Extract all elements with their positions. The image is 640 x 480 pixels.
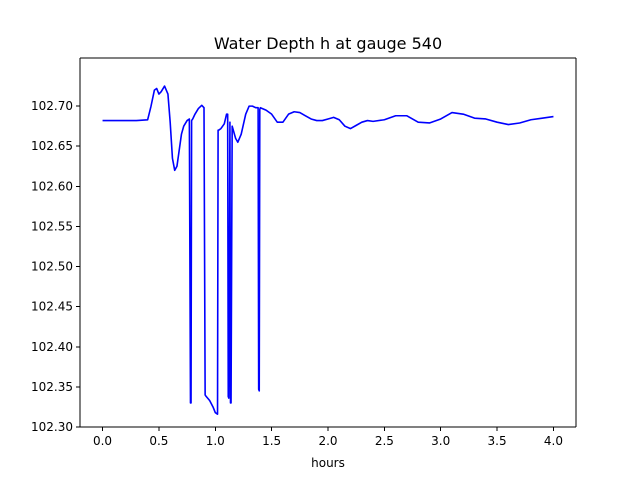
x-tick-label: 1.5 xyxy=(262,434,281,448)
y-tick-label: 102.60 xyxy=(31,179,73,193)
y-tick-label: 102.35 xyxy=(31,380,73,394)
y-tick-label: 102.65 xyxy=(31,139,73,153)
x-tick-label: 2.0 xyxy=(318,434,337,448)
y-axis-ticks: 102.30 102.35 102.40 102.45 102.50 102.55 102.… xyxy=(31,99,80,434)
x-axis-ticks: 0.0 0.5 1.0 1.5 2.0 2.5 3.0 3.5 4.0 xyxy=(93,427,563,448)
y-tick-label: 102.50 xyxy=(31,260,73,274)
x-tick-label: 3.0 xyxy=(431,434,450,448)
series-line-0 xyxy=(102,85,554,415)
x-tick-label: 4.0 xyxy=(544,434,563,448)
x-tick-label: 3.5 xyxy=(488,434,507,448)
series-layer xyxy=(102,85,554,415)
x-axis-label: hours xyxy=(311,456,345,470)
x-tick-label: 2.5 xyxy=(375,434,394,448)
x-tick-label: 0.5 xyxy=(149,434,168,448)
x-tick-label: 0.0 xyxy=(93,434,112,448)
y-tick-label: 102.40 xyxy=(31,340,73,354)
y-tick-label: 102.55 xyxy=(31,219,73,233)
x-tick-label: 1.0 xyxy=(206,434,225,448)
y-tick-label: 102.30 xyxy=(31,420,73,434)
plot-area xyxy=(80,58,576,427)
y-tick-label: 102.45 xyxy=(31,300,73,314)
y-tick-label: 102.70 xyxy=(31,99,73,113)
chart-title: Water Depth h at gauge 540 xyxy=(214,34,442,53)
